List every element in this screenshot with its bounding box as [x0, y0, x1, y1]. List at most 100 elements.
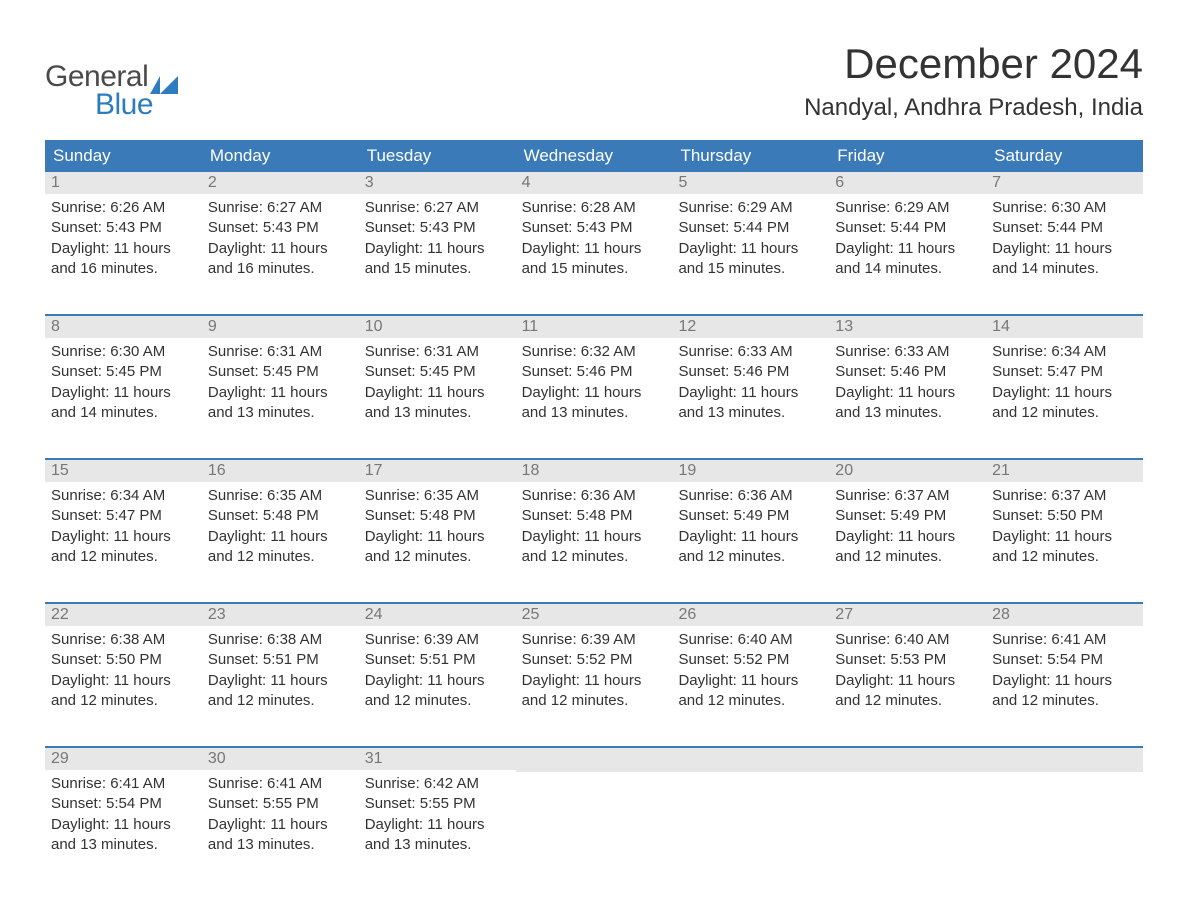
day-number: 5 — [672, 172, 829, 194]
week-gap — [45, 440, 1143, 458]
sunset-line: Sunset: 5:45 PM — [208, 362, 353, 382]
weekday-header-row: SundayMondayTuesdayWednesdayThursdayFrid… — [45, 140, 1143, 172]
daylight-line: Daylight: 11 hours and 13 minutes. — [208, 383, 353, 424]
logo-text-blue: Blue — [95, 88, 178, 122]
sunrise-line: Sunrise: 6:39 AM — [365, 630, 510, 650]
day-details: Sunrise: 6:31 AMSunset: 5:45 PMDaylight:… — [202, 338, 359, 429]
sunrise-line: Sunrise: 6:42 AM — [365, 774, 510, 794]
sunrise-line: Sunrise: 6:41 AM — [208, 774, 353, 794]
day-cell: 18Sunrise: 6:36 AMSunset: 5:48 PMDayligh… — [516, 460, 673, 584]
week-row: 29Sunrise: 6:41 AMSunset: 5:54 PMDayligh… — [45, 746, 1143, 872]
sunset-line: Sunset: 5:43 PM — [51, 218, 196, 238]
header: General Blue December 2024 Nandyal, Andh… — [45, 40, 1143, 122]
week-row: 8Sunrise: 6:30 AMSunset: 5:45 PMDaylight… — [45, 314, 1143, 440]
day-details: Sunrise: 6:40 AMSunset: 5:53 PMDaylight:… — [829, 626, 986, 717]
sunrise-line: Sunrise: 6:38 AM — [51, 630, 196, 650]
daylight-line: Daylight: 11 hours and 12 minutes. — [51, 671, 196, 712]
day-number: 28 — [986, 604, 1143, 626]
day-cell: 21Sunrise: 6:37 AMSunset: 5:50 PMDayligh… — [986, 460, 1143, 584]
sunset-line: Sunset: 5:43 PM — [365, 218, 510, 238]
day-details: Sunrise: 6:34 AMSunset: 5:47 PMDaylight:… — [986, 338, 1143, 429]
sunset-line: Sunset: 5:50 PM — [51, 650, 196, 670]
day-details: Sunrise: 6:37 AMSunset: 5:50 PMDaylight:… — [986, 482, 1143, 573]
day-cell: 2Sunrise: 6:27 AMSunset: 5:43 PMDaylight… — [202, 172, 359, 296]
sunset-line: Sunset: 5:54 PM — [51, 794, 196, 814]
sunrise-line: Sunrise: 6:37 AM — [992, 486, 1137, 506]
sunset-line: Sunset: 5:48 PM — [208, 506, 353, 526]
day-number — [986, 748, 1143, 772]
day-number: 12 — [672, 316, 829, 338]
day-number — [516, 748, 673, 772]
sunset-line: Sunset: 5:51 PM — [208, 650, 353, 670]
daylight-line: Daylight: 11 hours and 13 minutes. — [835, 383, 980, 424]
sunset-line: Sunset: 5:47 PM — [51, 506, 196, 526]
week-gap — [45, 728, 1143, 746]
weekday-header: Friday — [829, 140, 986, 172]
day-number: 30 — [202, 748, 359, 770]
daylight-line: Daylight: 11 hours and 12 minutes. — [522, 671, 667, 712]
sunset-line: Sunset: 5:53 PM — [835, 650, 980, 670]
sunrise-line: Sunrise: 6:29 AM — [835, 198, 980, 218]
day-number: 23 — [202, 604, 359, 626]
sunset-line: Sunset: 5:48 PM — [365, 506, 510, 526]
day-details: Sunrise: 6:28 AMSunset: 5:43 PMDaylight:… — [516, 194, 673, 285]
sunrise-line: Sunrise: 6:30 AM — [992, 198, 1137, 218]
day-number: 3 — [359, 172, 516, 194]
day-details: Sunrise: 6:37 AMSunset: 5:49 PMDaylight:… — [829, 482, 986, 573]
sunset-line: Sunset: 5:52 PM — [522, 650, 667, 670]
day-cell: 5Sunrise: 6:29 AMSunset: 5:44 PMDaylight… — [672, 172, 829, 296]
day-number: 31 — [359, 748, 516, 770]
day-cell: 23Sunrise: 6:38 AMSunset: 5:51 PMDayligh… — [202, 604, 359, 728]
day-number: 29 — [45, 748, 202, 770]
day-number: 16 — [202, 460, 359, 482]
day-cell — [986, 748, 1143, 872]
day-cell: 17Sunrise: 6:35 AMSunset: 5:48 PMDayligh… — [359, 460, 516, 584]
daylight-line: Daylight: 11 hours and 12 minutes. — [678, 527, 823, 568]
day-cell: 7Sunrise: 6:30 AMSunset: 5:44 PMDaylight… — [986, 172, 1143, 296]
day-number: 22 — [45, 604, 202, 626]
day-cell: 30Sunrise: 6:41 AMSunset: 5:55 PMDayligh… — [202, 748, 359, 872]
day-cell: 31Sunrise: 6:42 AMSunset: 5:55 PMDayligh… — [359, 748, 516, 872]
day-number: 17 — [359, 460, 516, 482]
day-details: Sunrise: 6:29 AMSunset: 5:44 PMDaylight:… — [829, 194, 986, 285]
sunrise-line: Sunrise: 6:28 AM — [522, 198, 667, 218]
sunrise-line: Sunrise: 6:27 AM — [208, 198, 353, 218]
sunset-line: Sunset: 5:44 PM — [678, 218, 823, 238]
sunrise-line: Sunrise: 6:34 AM — [992, 342, 1137, 362]
day-cell: 29Sunrise: 6:41 AMSunset: 5:54 PMDayligh… — [45, 748, 202, 872]
day-number: 7 — [986, 172, 1143, 194]
sunrise-line: Sunrise: 6:39 AM — [522, 630, 667, 650]
day-cell — [829, 748, 986, 872]
day-number: 14 — [986, 316, 1143, 338]
day-details: Sunrise: 6:32 AMSunset: 5:46 PMDaylight:… — [516, 338, 673, 429]
sunrise-line: Sunrise: 6:36 AM — [678, 486, 823, 506]
weekday-header: Thursday — [672, 140, 829, 172]
daylight-line: Daylight: 11 hours and 12 minutes. — [835, 671, 980, 712]
day-number: 8 — [45, 316, 202, 338]
sunrise-line: Sunrise: 6:37 AM — [835, 486, 980, 506]
day-cell: 12Sunrise: 6:33 AMSunset: 5:46 PMDayligh… — [672, 316, 829, 440]
weekday-header: Wednesday — [516, 140, 673, 172]
day-details: Sunrise: 6:38 AMSunset: 5:50 PMDaylight:… — [45, 626, 202, 717]
daylight-line: Daylight: 11 hours and 12 minutes. — [992, 383, 1137, 424]
sunrise-line: Sunrise: 6:35 AM — [208, 486, 353, 506]
day-details: Sunrise: 6:27 AMSunset: 5:43 PMDaylight:… — [202, 194, 359, 285]
day-cell: 15Sunrise: 6:34 AMSunset: 5:47 PMDayligh… — [45, 460, 202, 584]
sunrise-line: Sunrise: 6:31 AM — [365, 342, 510, 362]
calendar: SundayMondayTuesdayWednesdayThursdayFrid… — [45, 140, 1143, 872]
day-details: Sunrise: 6:31 AMSunset: 5:45 PMDaylight:… — [359, 338, 516, 429]
day-number: 9 — [202, 316, 359, 338]
day-number: 13 — [829, 316, 986, 338]
day-cell: 16Sunrise: 6:35 AMSunset: 5:48 PMDayligh… — [202, 460, 359, 584]
weekday-header: Tuesday — [359, 140, 516, 172]
daylight-line: Daylight: 11 hours and 12 minutes. — [835, 527, 980, 568]
day-details: Sunrise: 6:29 AMSunset: 5:44 PMDaylight:… — [672, 194, 829, 285]
day-cell: 27Sunrise: 6:40 AMSunset: 5:53 PMDayligh… — [829, 604, 986, 728]
day-number: 27 — [829, 604, 986, 626]
daylight-line: Daylight: 11 hours and 12 minutes. — [365, 671, 510, 712]
daylight-line: Daylight: 11 hours and 16 minutes. — [51, 239, 196, 280]
logo: General Blue — [45, 40, 178, 122]
day-number: 11 — [516, 316, 673, 338]
sunset-line: Sunset: 5:46 PM — [678, 362, 823, 382]
sunset-line: Sunset: 5:54 PM — [992, 650, 1137, 670]
